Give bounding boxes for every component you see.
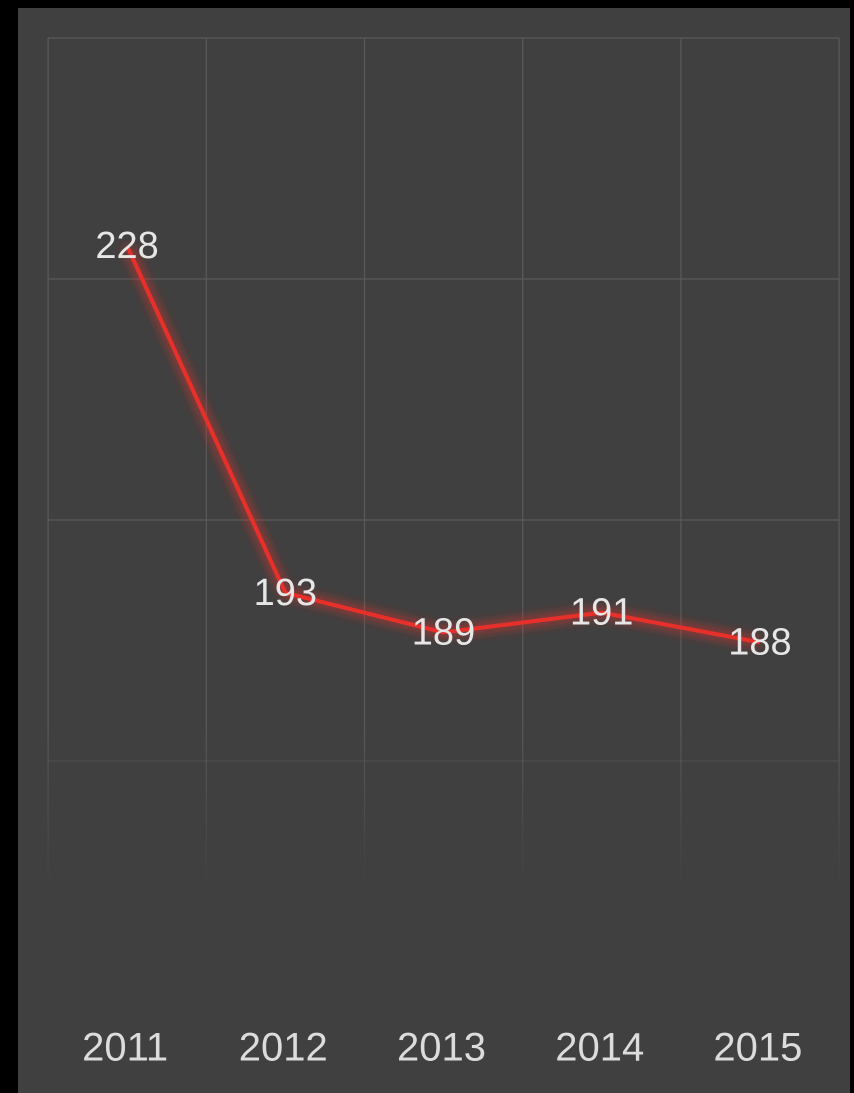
x-tick-label: 2011: [82, 1026, 168, 1070]
grid-line: [47, 38, 49, 890]
grid-line: [838, 38, 840, 890]
grid: [47, 37, 840, 890]
x-tick-label: 2014: [555, 1026, 644, 1070]
data-label: 193: [254, 572, 317, 614]
data-label: 189: [412, 611, 475, 653]
grid-line: [363, 38, 366, 890]
grid-line: [680, 38, 682, 890]
grid-line: [522, 38, 524, 890]
grid-line: [205, 38, 207, 890]
data-label: 191: [570, 592, 633, 634]
x-tick-label: 2015: [713, 1026, 802, 1070]
data-label: 228: [95, 225, 158, 267]
line: [125, 245, 761, 645]
plot: 228 193 189 191 188 2011 2012 2013 2014 2015: [82, 225, 802, 1069]
x-tick-label: 2013: [397, 1026, 486, 1070]
x-tick-label: 2012: [239, 1026, 328, 1070]
panel: [18, 8, 850, 1093]
data-label: 188: [728, 621, 791, 663]
